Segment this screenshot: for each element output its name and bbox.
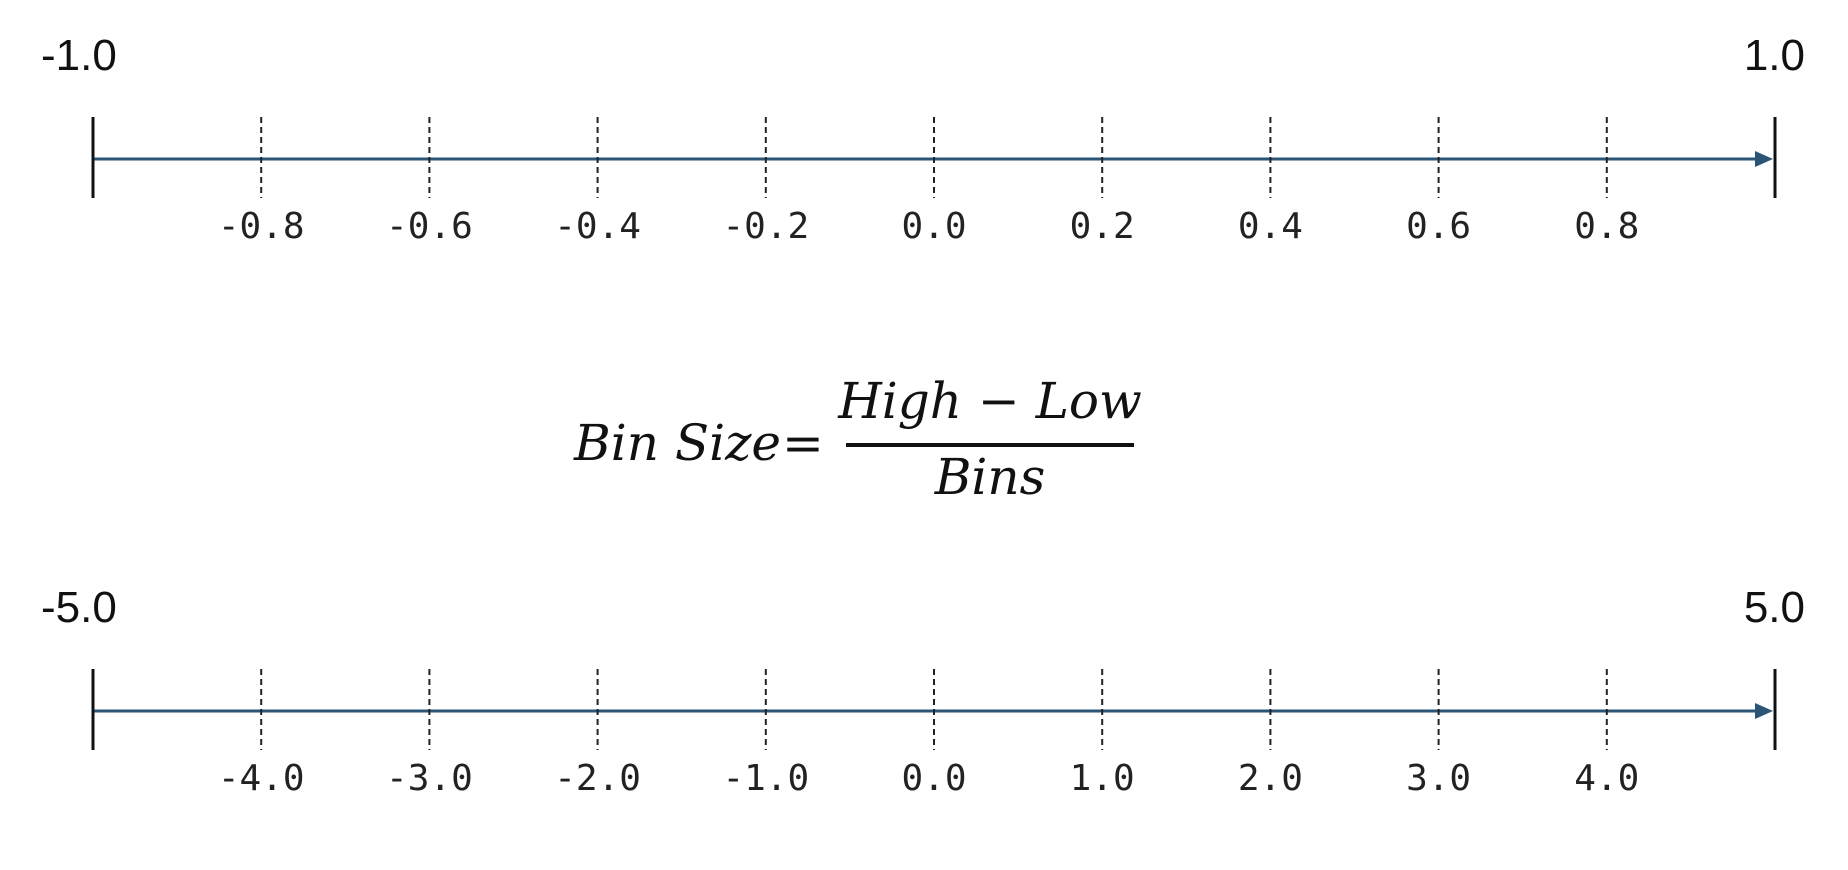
high-value-label: 5.0	[1744, 583, 1805, 632]
bin-label: -0.4	[554, 206, 641, 247]
arrow-head-icon	[1755, 703, 1773, 719]
arrow-head-icon	[1755, 151, 1773, 167]
number-line-bottom: -5.0 5.0 -4.0 -3.0 -2.0 -1.0 0.0 1.0 2.0 3.0 4.0	[41, 583, 1805, 799]
bin-size-formula: Bin Size = High − Low Bins	[573, 372, 1142, 506]
bin-label: 0.6	[1406, 206, 1471, 247]
bin-label: 4.0	[1574, 758, 1639, 799]
high-value-label: 1.0	[1744, 31, 1805, 80]
formula-equals: =	[782, 414, 824, 472]
bin-label: 0.0	[901, 758, 966, 799]
formula-numerator: High − Low	[837, 372, 1142, 430]
bin-label: -0.8	[218, 206, 305, 247]
number-line-top: -1.0 1.0 -0.8 -0.6 -0.4 -0.2 0.0 0.2 0.4 0.6 0.8	[41, 31, 1805, 247]
bin-label: 0.4	[1238, 206, 1303, 247]
bin-label: 0.0	[901, 206, 966, 247]
bin-label: 2.0	[1238, 758, 1303, 799]
bin-label: -0.2	[722, 206, 809, 247]
bin-label: 0.2	[1070, 206, 1135, 247]
formula-lhs: Bin Size	[573, 414, 781, 472]
low-value-label: -5.0	[41, 583, 117, 632]
bin-label: 3.0	[1406, 758, 1471, 799]
low-value-label: -1.0	[41, 31, 117, 80]
bin-label: 0.8	[1574, 206, 1639, 247]
bin-label: 1.0	[1070, 758, 1135, 799]
bin-label: -4.0	[218, 758, 305, 799]
bin-label: -3.0	[386, 758, 473, 799]
bin-label: -0.6	[386, 206, 473, 247]
bin-label: -1.0	[722, 758, 809, 799]
bin-label: -2.0	[554, 758, 641, 799]
formula-denominator: Bins	[934, 448, 1046, 506]
